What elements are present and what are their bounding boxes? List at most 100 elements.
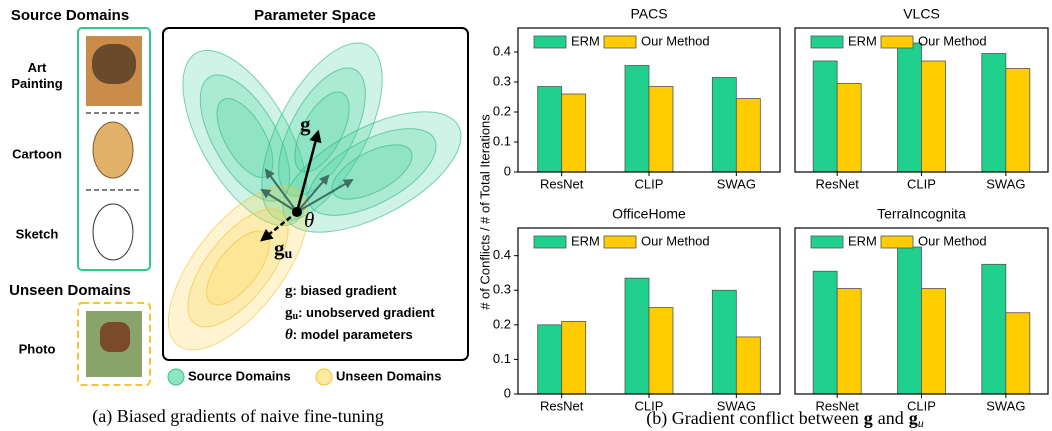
x-tick-label: CLIP [635, 176, 664, 191]
photo-image-detail [100, 322, 130, 352]
model-point [292, 207, 302, 217]
legend-label: ERM [571, 233, 600, 248]
x-tick-label: CLIP [635, 398, 664, 413]
bar [813, 61, 837, 172]
x-tick-label: SWAG [717, 398, 756, 413]
domain-label: Cartoon [12, 146, 62, 161]
key-entry: g: biased gradient [285, 283, 397, 299]
legend-swatch [168, 369, 184, 385]
bar [982, 54, 1006, 173]
y-axis-label: # of Conflicts / # of Total Iterations [477, 114, 492, 310]
bar [649, 308, 673, 394]
y-tick-label: 0.1 [493, 351, 511, 366]
subscript: u [285, 247, 293, 262]
y-tick-label: 0.4 [493, 43, 511, 58]
legend-swatch [811, 236, 843, 248]
bar [625, 66, 649, 173]
x-tick-label: CLIP [907, 176, 936, 191]
legend-label: Our Method [641, 33, 710, 48]
legend-label: Our Method [918, 33, 987, 48]
legend-swatch [811, 36, 843, 48]
legend-label: Unseen Domains [336, 368, 441, 383]
legend-swatch [604, 236, 636, 248]
subscript: u [918, 416, 924, 430]
symbol: g [274, 236, 285, 260]
panel-title: Parameter Space [254, 7, 376, 24]
chart-title: OfficeHome [612, 206, 686, 222]
figure-canvas: Source Domains Unseen Domains Parameter Sp… [0, 0, 1052, 431]
y-tick-label: 0.3 [493, 282, 511, 297]
y-tick-label: 0 [504, 385, 511, 400]
legend-label: ERM [848, 233, 877, 248]
bar [625, 278, 649, 394]
x-tick-label: SWAG [717, 176, 756, 191]
description: : biased gradient [293, 283, 398, 298]
symbol: g [864, 408, 873, 428]
section-title: Source Domains [11, 7, 129, 24]
bar [1006, 313, 1030, 394]
cartoon-image [93, 122, 133, 178]
y-tick-label: 0 [504, 163, 511, 178]
key-entry: θ: model parameters [285, 327, 413, 343]
domain-label: Photo [19, 341, 56, 356]
legend-label: Our Method [918, 233, 987, 248]
theta-label: θ [304, 208, 314, 232]
domain-label: Sketch [16, 226, 59, 241]
bar [712, 78, 736, 173]
bar [813, 271, 837, 394]
bar [562, 94, 586, 172]
bar [982, 264, 1006, 394]
bar [1006, 69, 1030, 173]
legend-swatch [604, 36, 636, 48]
g-label: g [300, 112, 311, 136]
x-tick-label: ResNet [815, 398, 859, 413]
y-tick-label: 0.2 [493, 103, 511, 118]
bar [538, 325, 562, 394]
bar [922, 61, 946, 172]
x-tick-label: ResNet [815, 176, 859, 191]
description: : unobserved gradient [298, 305, 435, 320]
legend-label: Our Method [641, 233, 710, 248]
bar [837, 289, 861, 394]
bar [898, 247, 922, 394]
key-entry: gu: unobserved gradient [285, 305, 435, 322]
x-tick-label: SWAG [986, 398, 1025, 413]
legend-label: ERM [571, 33, 600, 48]
legend-swatch [881, 36, 913, 48]
bar [837, 84, 861, 173]
x-tick-label: ResNet [540, 398, 584, 413]
legend-swatch [881, 236, 913, 248]
art-image-detail [92, 44, 136, 84]
description: : model parameters [293, 327, 413, 342]
x-tick-label: CLIP [907, 398, 936, 413]
x-tick-label: SWAG [986, 176, 1025, 191]
bar [736, 99, 760, 173]
legend-label: ERM [848, 33, 877, 48]
caption-text: and [878, 408, 904, 428]
y-tick-label: 0.1 [493, 133, 511, 148]
y-tick-label: 0.3 [493, 73, 511, 88]
chart-title: VLCS [903, 6, 940, 22]
y-tick-label: 0.4 [493, 247, 511, 262]
domain-label: Art Painting [2, 60, 72, 92]
legend-swatch [534, 236, 566, 248]
legend-swatch [316, 369, 332, 385]
figure: Source Domains Unseen Domains Parameter Sp… [0, 0, 1052, 431]
bar [562, 321, 586, 394]
bar [736, 337, 760, 394]
symbol: θ [285, 327, 293, 343]
bar [922, 289, 946, 394]
bar [649, 87, 673, 173]
legend-swatch [534, 36, 566, 48]
bar [712, 290, 736, 394]
chart-title: PACS [630, 6, 667, 22]
caption: (a) Biased gradients of naive fine-tunin… [92, 406, 383, 427]
sketch-image [93, 204, 133, 260]
bar [538, 87, 562, 173]
bar [898, 43, 922, 172]
x-tick-label: ResNet [540, 176, 584, 191]
chart-title: TerraIncognita [877, 206, 966, 222]
y-tick-label: 0.2 [493, 316, 511, 331]
legend-label: Source Domains [188, 368, 291, 383]
